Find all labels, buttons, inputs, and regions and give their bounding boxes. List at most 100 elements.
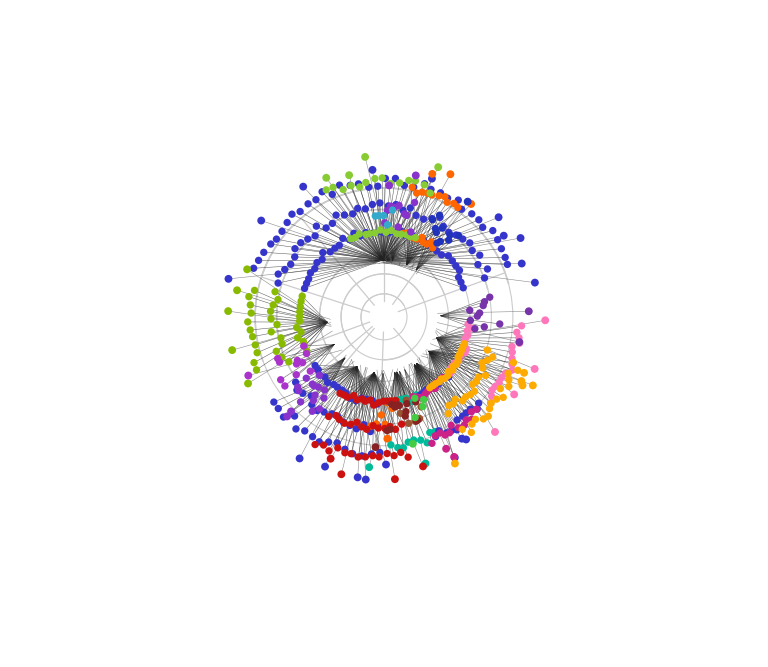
- Point: [502, 368, 515, 379]
- Point: [297, 341, 310, 352]
- Point: [513, 332, 525, 343]
- Point: [419, 388, 432, 399]
- Point: [281, 411, 293, 422]
- Point: [255, 215, 267, 226]
- Point: [528, 277, 541, 288]
- Point: [336, 233, 349, 243]
- Point: [289, 251, 301, 262]
- Point: [392, 395, 405, 406]
- Point: [484, 292, 496, 303]
- Point: [381, 396, 393, 406]
- Point: [345, 448, 357, 459]
- Point: [429, 426, 442, 437]
- Point: [418, 394, 430, 405]
- Point: [272, 277, 284, 288]
- Point: [466, 379, 478, 390]
- Point: [297, 181, 310, 192]
- Point: [426, 214, 439, 225]
- Point: [297, 336, 310, 347]
- Point: [276, 352, 288, 362]
- Point: [299, 341, 311, 352]
- Point: [264, 306, 276, 317]
- Point: [309, 360, 321, 371]
- Point: [431, 237, 443, 248]
- Point: [455, 277, 467, 287]
- Point: [442, 400, 455, 411]
- Point: [482, 355, 494, 366]
- Point: [337, 417, 349, 428]
- Point: [478, 273, 491, 283]
- Point: [397, 228, 409, 239]
- Point: [499, 252, 511, 263]
- Point: [302, 233, 314, 244]
- Point: [241, 264, 253, 275]
- Point: [457, 233, 469, 244]
- Point: [302, 199, 314, 209]
- Point: [385, 225, 397, 236]
- Point: [460, 414, 472, 425]
- Point: [359, 151, 371, 162]
- Point: [468, 386, 481, 397]
- Point: [384, 396, 396, 407]
- Point: [409, 397, 422, 408]
- Point: [503, 374, 515, 385]
- Point: [290, 377, 302, 388]
- Point: [356, 450, 368, 461]
- Point: [442, 193, 454, 203]
- Point: [385, 440, 397, 450]
- Point: [295, 237, 307, 248]
- Point: [372, 398, 385, 408]
- Point: [432, 377, 444, 388]
- Point: [346, 448, 359, 459]
- Point: [429, 430, 442, 441]
- Point: [445, 420, 457, 431]
- Point: [369, 442, 382, 452]
- Point: [274, 374, 286, 385]
- Point: [366, 450, 379, 461]
- Point: [426, 242, 439, 253]
- Point: [506, 347, 518, 358]
- Point: [442, 366, 455, 377]
- Point: [361, 424, 373, 435]
- Point: [336, 385, 348, 396]
- Point: [429, 383, 442, 394]
- Point: [343, 234, 356, 245]
- Point: [433, 191, 445, 201]
- Point: [425, 237, 438, 247]
- Point: [458, 420, 471, 430]
- Point: [313, 370, 326, 381]
- Point: [460, 332, 472, 343]
- Point: [456, 424, 468, 435]
- Point: [299, 283, 311, 293]
- Point: [309, 439, 321, 450]
- Point: [368, 400, 380, 410]
- Point: [307, 395, 319, 406]
- Point: [421, 438, 433, 448]
- Point: [406, 182, 419, 193]
- Point: [478, 296, 491, 307]
- Point: [363, 462, 376, 472]
- Point: [372, 420, 384, 431]
- Point: [409, 416, 422, 427]
- Point: [381, 426, 393, 436]
- Point: [385, 396, 397, 406]
- Point: [486, 385, 498, 396]
- Point: [382, 201, 395, 211]
- Point: [418, 214, 430, 225]
- Point: [460, 408, 472, 418]
- Point: [330, 210, 343, 221]
- Point: [305, 391, 317, 402]
- Point: [265, 326, 277, 337]
- Point: [372, 227, 384, 237]
- Point: [343, 170, 356, 181]
- Point: [408, 181, 420, 192]
- Point: [320, 185, 333, 195]
- Point: [472, 259, 484, 270]
- Point: [320, 173, 333, 183]
- Point: [400, 229, 412, 240]
- Point: [436, 372, 449, 383]
- Point: [379, 423, 391, 434]
- Point: [349, 232, 362, 243]
- Point: [290, 424, 302, 434]
- Point: [419, 385, 432, 396]
